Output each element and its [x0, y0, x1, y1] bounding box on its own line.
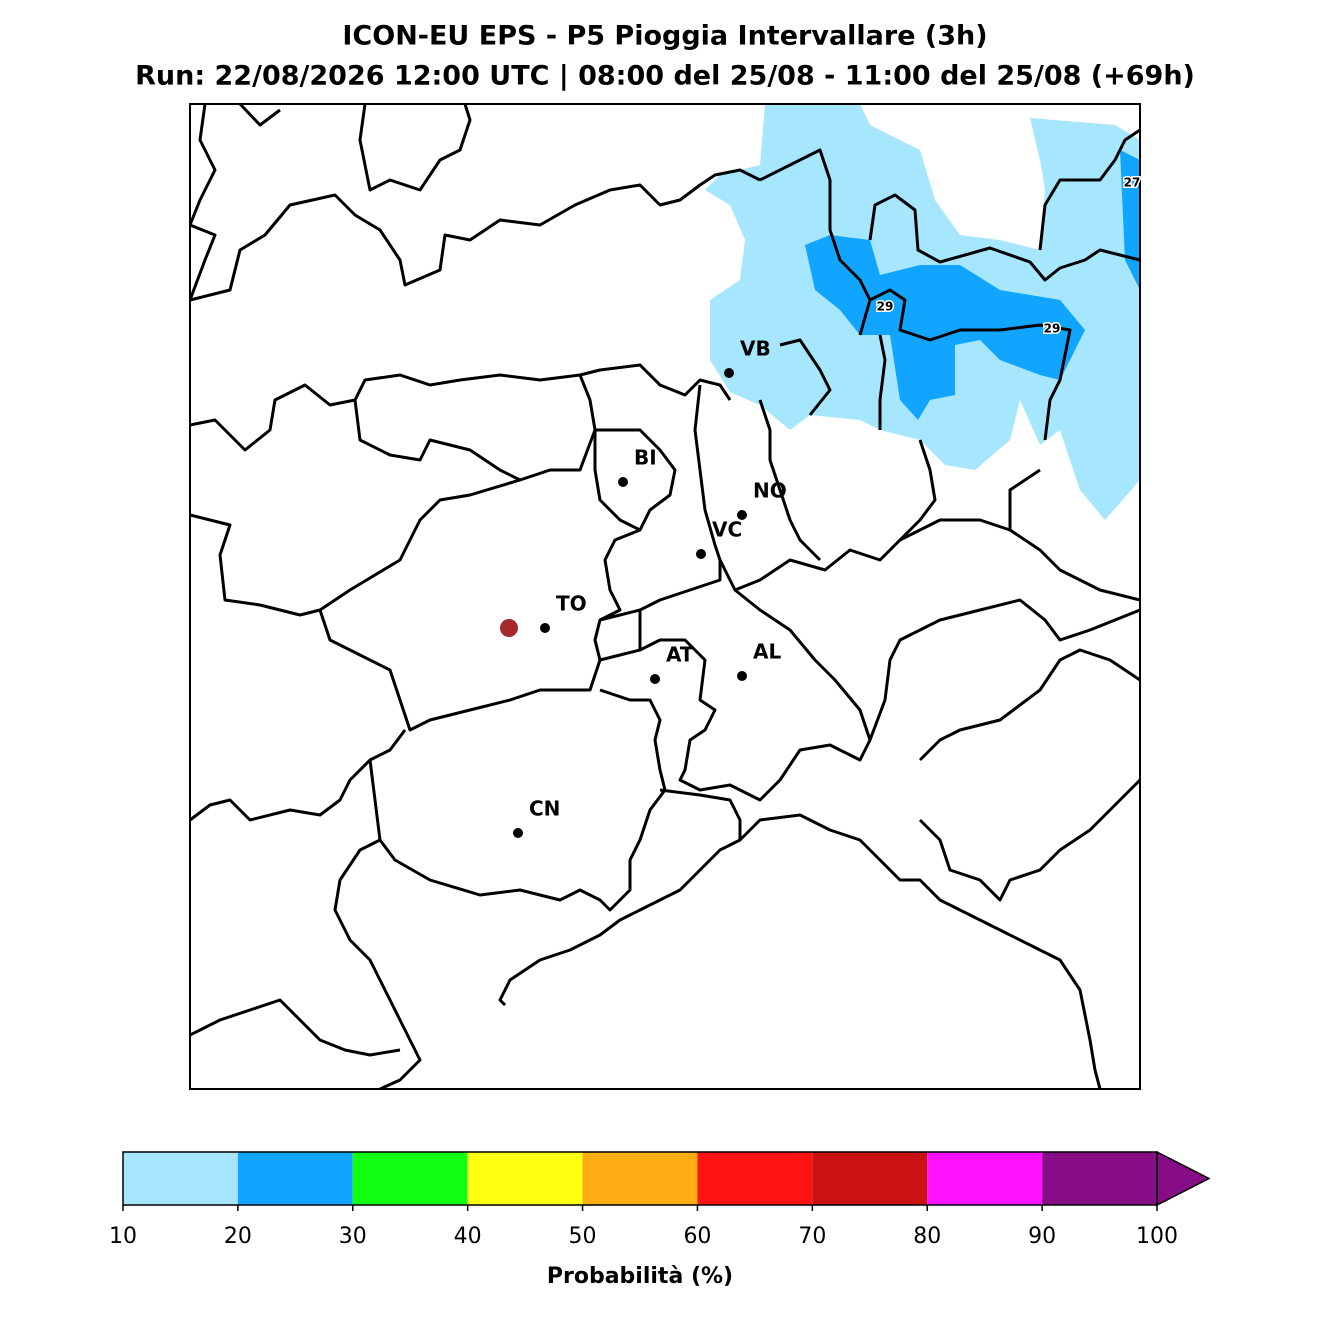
map-area: [190, 104, 1140, 1089]
city-dot: [540, 623, 550, 633]
subtitle: Run: 22/08/2026 12:00 UTC | 08:00 del 25…: [135, 61, 1195, 92]
city-label: NO: [753, 479, 787, 503]
city-dot: [737, 671, 747, 681]
city-dot: [724, 368, 734, 378]
colorbar-tick-label: 40: [454, 1224, 482, 1249]
city-label: CN: [529, 797, 560, 821]
precip-area-dark: [805, 150, 1140, 420]
overlay: VB BI NO VC TO AT AL CN 27 29 29: [500, 174, 1142, 838]
colorbar-tick-label: 80: [913, 1224, 941, 1249]
colorbar-segment: [467, 1152, 583, 1205]
colorbar-segment: [812, 1152, 928, 1205]
contour-label: 29: [877, 300, 894, 314]
colorbar-tick-label: 10: [109, 1224, 137, 1249]
colorbar-segment: [237, 1152, 353, 1205]
colorbar-segment: [123, 1152, 238, 1205]
city-label: AL: [753, 640, 781, 664]
colorbar-tick-label: 30: [339, 1224, 367, 1249]
city-label: TO: [556, 592, 587, 616]
contour-label: 29: [1044, 322, 1061, 336]
colorbar-label: Probabilità (%): [547, 1264, 733, 1289]
colorbar-outline: [122, 1151, 1158, 1206]
city-dot: [513, 828, 523, 838]
colorbar-tick-label: 90: [1028, 1224, 1056, 1249]
city-dot: [618, 477, 628, 487]
colorbar-segment: [927, 1152, 1043, 1205]
colorbar-segment: [582, 1152, 698, 1205]
colorbar-tick-label: 60: [683, 1224, 711, 1249]
contour-label: 27: [1124, 176, 1141, 190]
colorbar-tick-label: 70: [798, 1224, 826, 1249]
colorbar-segment: [697, 1152, 813, 1205]
borders: [190, 104, 1140, 1089]
city-label: AT: [666, 643, 694, 667]
city-label: VC: [712, 518, 742, 542]
city-label: VB: [740, 337, 771, 361]
colorbar-segment: [352, 1152, 468, 1205]
colorbar-tick-label: 100: [1136, 1224, 1178, 1249]
city-dot: [650, 674, 660, 684]
colorbar-tick-label: 50: [569, 1224, 597, 1249]
city-dot: [696, 549, 706, 559]
location-marker: [500, 619, 518, 637]
title: ICON-EU EPS - P5 Pioggia Intervallare (3…: [342, 21, 987, 52]
colorbar-tick-label: 20: [224, 1224, 252, 1249]
city-label: BI: [634, 446, 657, 470]
map-frame: [189, 103, 1141, 1090]
colorbar-segment: [1042, 1152, 1157, 1205]
city-dot: [737, 510, 747, 520]
